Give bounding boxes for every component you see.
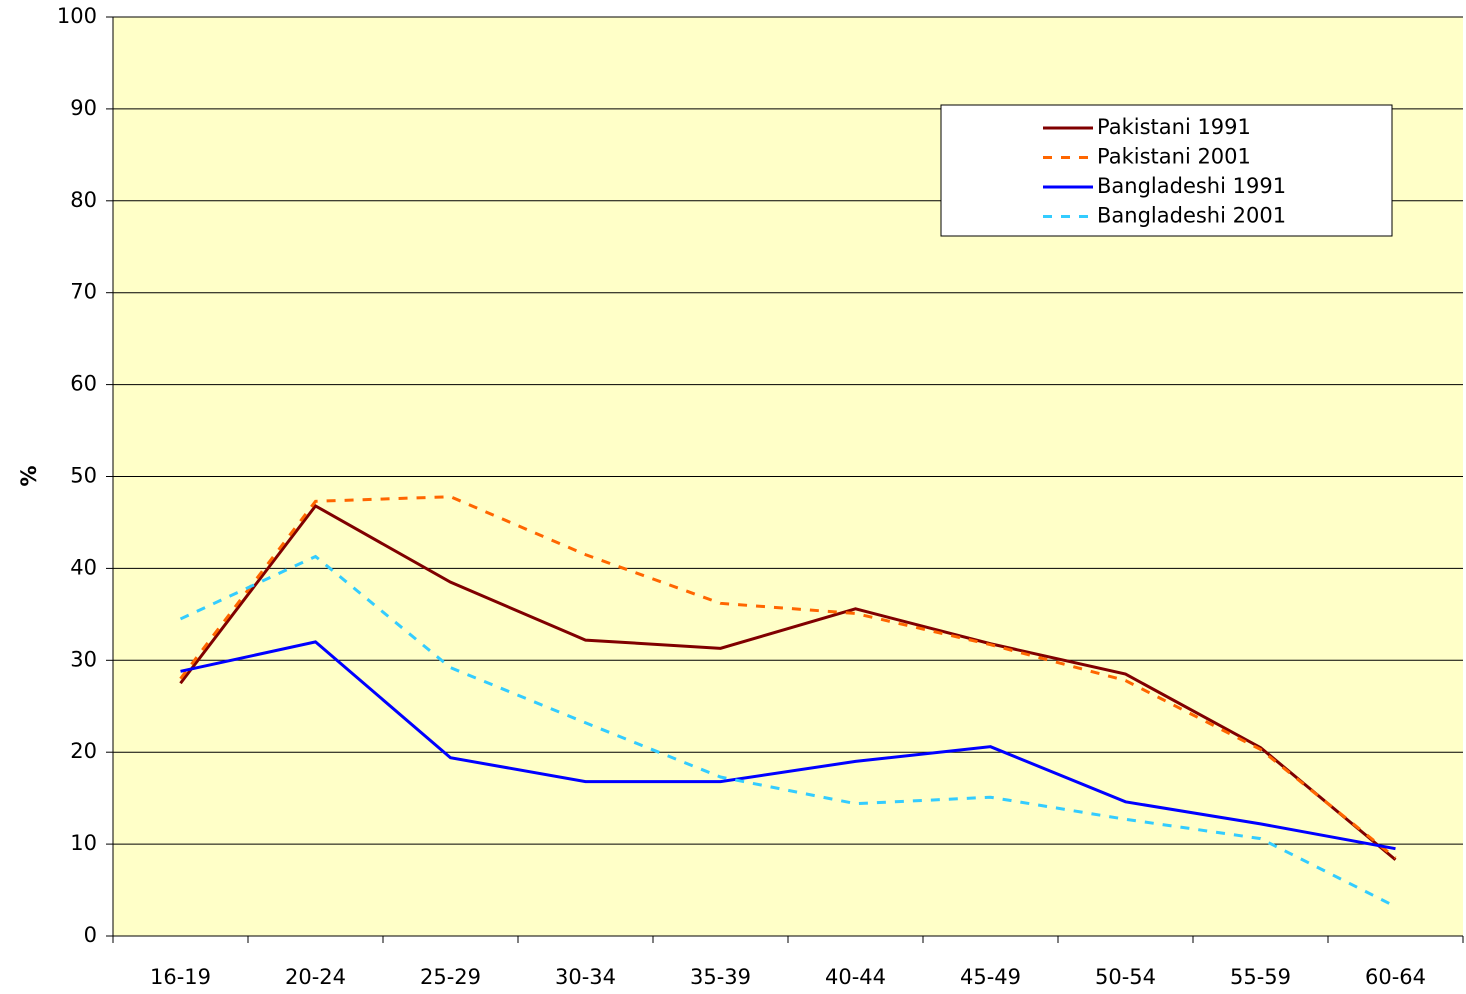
x-tick-label: 35-39: [690, 965, 751, 989]
x-tick-label: 30-34: [555, 965, 616, 989]
y-tick-label: 50: [70, 464, 97, 488]
y-tick-label: 100: [57, 4, 97, 28]
y-tick-label: 20: [70, 739, 97, 763]
legend-label: Bangladeshi 1991: [1097, 174, 1286, 198]
x-tick-label: 55-59: [1230, 965, 1291, 989]
legend-label: Pakistani 2001: [1097, 145, 1251, 169]
series-line: [180, 640, 1396, 851]
y-tick-label: 80: [70, 188, 97, 212]
legend-label: Bangladeshi 2001: [1097, 204, 1286, 228]
x-tick-label: 25-29: [420, 965, 481, 989]
series-line: [179, 503, 1397, 861]
series-line: [179, 554, 1397, 908]
y-tick-label: 30: [70, 647, 97, 671]
x-tick-label: 20-24: [285, 965, 346, 989]
y-axis-label: %: [17, 465, 41, 486]
x-tick-label: 45-49: [960, 965, 1021, 989]
y-tick-label: 0: [84, 923, 97, 947]
y-tick-label: 60: [70, 372, 97, 396]
x-tick-label: 60-64: [1365, 965, 1426, 989]
legend-label: Pakistani 1991: [1097, 115, 1251, 139]
y-tick-label: 90: [70, 96, 97, 120]
y-tick-label: 40: [70, 555, 97, 579]
y-tick-label: 70: [70, 280, 97, 304]
x-tick-label: 16-19: [150, 965, 211, 989]
legend-box: [940, 104, 1393, 237]
x-tick-label: 40-44: [825, 965, 886, 989]
x-tick-label: 50-54: [1095, 965, 1156, 989]
y-tick-label: 10: [70, 831, 97, 855]
series-line: [179, 495, 1397, 860]
